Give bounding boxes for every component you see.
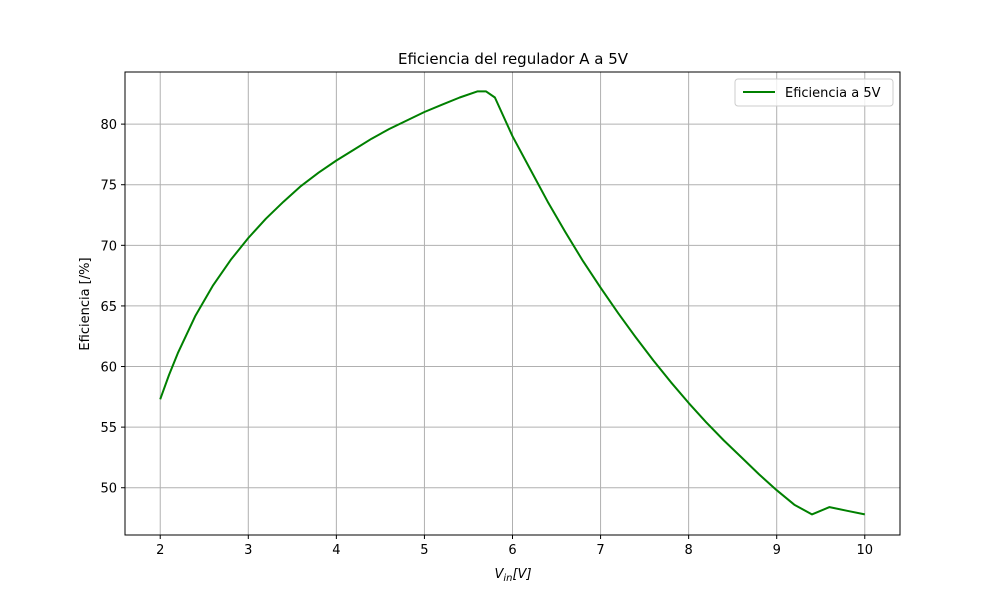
x-tick-label: 3 xyxy=(244,543,252,558)
series-line-eficiencia xyxy=(159,90,866,516)
y-tick-label: 75 xyxy=(100,179,117,194)
x-tick-label: 5 xyxy=(420,543,428,558)
y-tick-label: 55 xyxy=(100,421,117,436)
legend: Eficiencia a 5V xyxy=(734,78,894,107)
y-tick-label: 65 xyxy=(100,300,117,315)
x-tick-label: 8 xyxy=(684,543,692,558)
x-tick-label: 9 xyxy=(773,543,781,558)
tick-layer: 2 3 4 5 6 7 8 9 10 50 55 60 65 70 75 80 xyxy=(100,118,873,558)
y-tick-label: 50 xyxy=(100,482,117,497)
y-tick-label: 70 xyxy=(100,239,117,254)
x-tick-label: 2 xyxy=(156,543,164,558)
x-tick-label: 6 xyxy=(508,543,516,558)
x-axis-label: Vin[V] xyxy=(494,567,531,584)
y-axis-label: Eficiencia [/%] xyxy=(78,257,93,350)
x-tick-label: 4 xyxy=(332,543,340,558)
chart-title: Eficiencia del regulador A a 5V xyxy=(398,50,629,68)
legend-box xyxy=(734,78,894,107)
y-tick-label: 80 xyxy=(100,118,117,133)
series-layer xyxy=(159,90,866,516)
x-tick-label: 10 xyxy=(856,543,873,558)
x-tick-label: 7 xyxy=(596,543,604,558)
legend-label: Eficiencia a 5V xyxy=(785,86,881,101)
grid-layer xyxy=(125,72,900,535)
y-tick-label: 60 xyxy=(100,361,117,376)
